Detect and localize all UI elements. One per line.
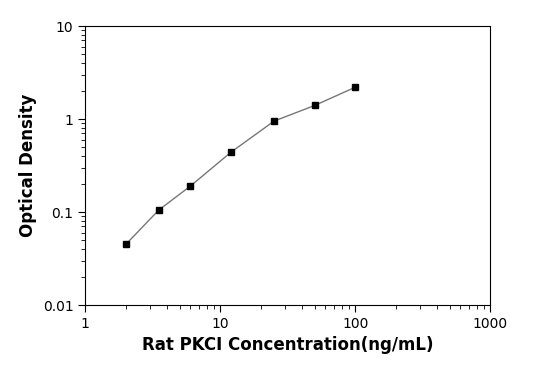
Y-axis label: Optical Density: Optical Density [19,94,37,237]
X-axis label: Rat PKCI Concentration(ng/mL): Rat PKCI Concentration(ng/mL) [142,336,433,355]
